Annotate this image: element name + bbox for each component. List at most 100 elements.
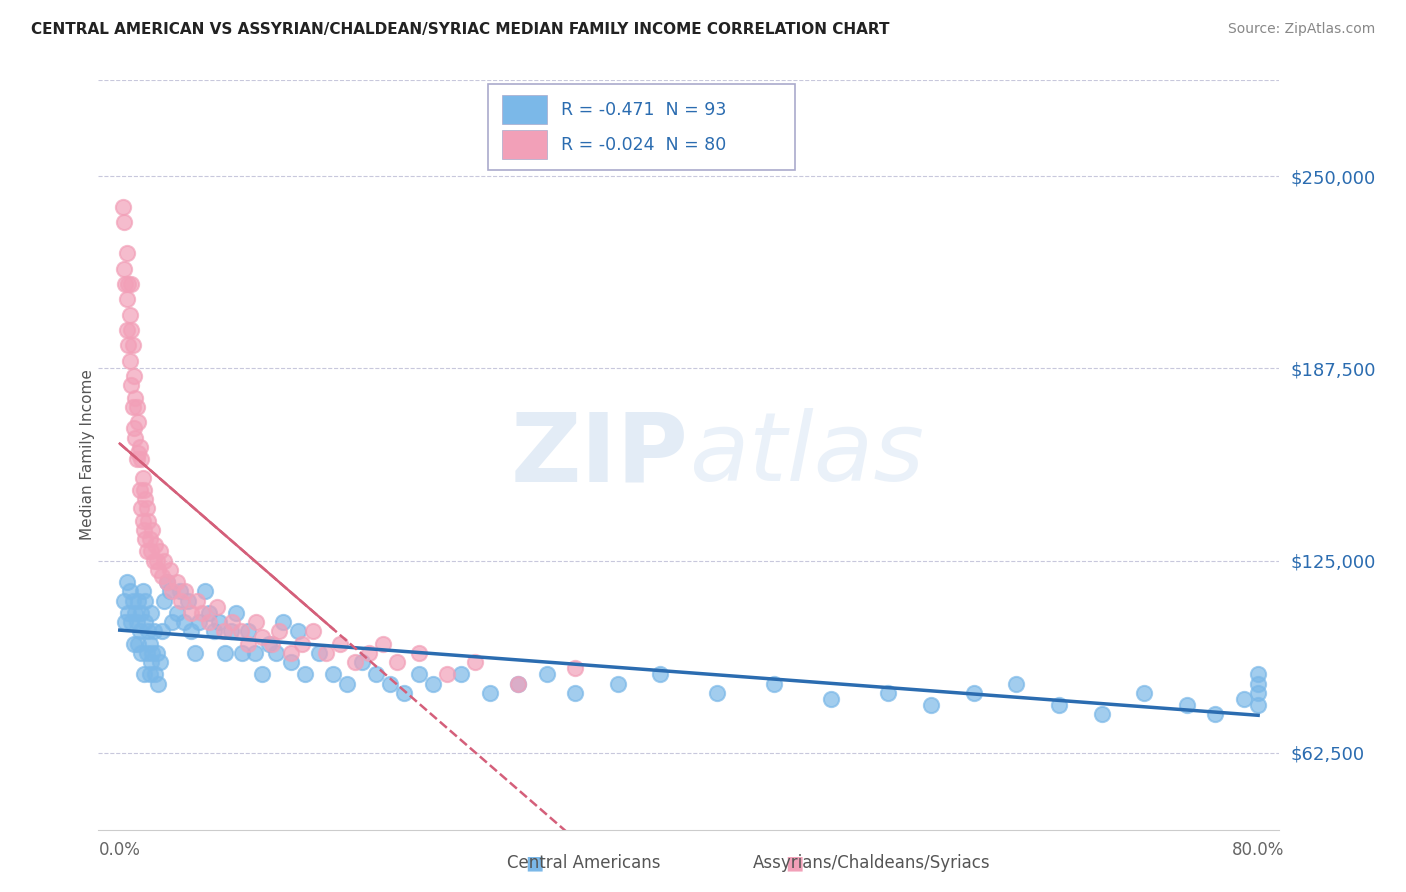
Point xyxy=(143,667,166,681)
Point xyxy=(170,593,193,607)
Point xyxy=(1247,676,1270,690)
Point xyxy=(132,523,155,537)
Point xyxy=(127,593,149,607)
Text: ZIP: ZIP xyxy=(510,409,689,501)
Point xyxy=(152,569,174,583)
Point xyxy=(202,624,225,639)
Point xyxy=(139,544,162,558)
Point xyxy=(564,661,586,675)
Point xyxy=(378,676,401,690)
Point xyxy=(129,501,152,516)
Point xyxy=(139,606,162,620)
Point xyxy=(180,624,202,639)
Point xyxy=(125,615,148,629)
Point xyxy=(143,538,166,552)
Point xyxy=(508,676,530,690)
Point xyxy=(1133,686,1156,700)
Point xyxy=(763,676,786,690)
Point xyxy=(208,615,231,629)
Point xyxy=(120,615,142,629)
Point xyxy=(124,431,146,445)
Point xyxy=(166,575,188,590)
Point xyxy=(243,646,266,660)
Point xyxy=(128,483,150,497)
Point xyxy=(153,593,176,607)
Point xyxy=(129,646,152,660)
Point xyxy=(1247,686,1270,700)
Point xyxy=(118,584,141,599)
Point xyxy=(145,646,167,660)
Point xyxy=(118,353,141,368)
Point xyxy=(138,637,160,651)
Point xyxy=(336,676,359,690)
Point xyxy=(136,624,159,639)
Point xyxy=(450,667,472,681)
Point xyxy=(287,624,309,639)
Point xyxy=(236,624,259,639)
Point xyxy=(280,646,302,660)
Point xyxy=(112,593,135,607)
Point xyxy=(214,646,236,660)
Point xyxy=(162,584,184,599)
Point xyxy=(166,606,188,620)
Point xyxy=(128,440,150,454)
Point xyxy=(257,637,280,651)
Point xyxy=(115,246,138,260)
Point xyxy=(122,421,145,435)
Point xyxy=(198,615,221,629)
Point xyxy=(149,655,172,669)
Point xyxy=(138,667,160,681)
Point xyxy=(387,655,409,669)
Point xyxy=(173,615,195,629)
Point xyxy=(159,563,181,577)
Point xyxy=(134,615,156,629)
Point xyxy=(121,593,143,607)
Point xyxy=(129,452,152,467)
Point xyxy=(135,501,157,516)
Point xyxy=(315,646,337,660)
Point xyxy=(536,667,558,681)
Point xyxy=(1233,692,1256,706)
Point xyxy=(141,646,163,660)
Point xyxy=(134,532,156,546)
Point xyxy=(141,523,163,537)
Point xyxy=(464,655,486,669)
Point xyxy=(112,261,135,276)
Point xyxy=(131,514,153,528)
Text: R = -0.024  N = 80: R = -0.024 N = 80 xyxy=(561,136,727,153)
Point xyxy=(508,676,530,690)
Point xyxy=(115,323,138,337)
Point xyxy=(364,667,387,681)
Point xyxy=(877,686,900,700)
Point xyxy=(112,215,135,229)
Point xyxy=(132,483,155,497)
Point xyxy=(184,646,207,660)
Point xyxy=(408,646,430,660)
Point xyxy=(118,308,141,322)
Point xyxy=(231,646,253,660)
Point xyxy=(125,452,148,467)
Point xyxy=(135,544,157,558)
Point xyxy=(114,615,136,629)
Point xyxy=(1204,707,1226,722)
Point xyxy=(322,667,344,681)
Point xyxy=(121,338,143,352)
Point xyxy=(136,514,159,528)
Point xyxy=(120,378,142,392)
Point xyxy=(422,676,444,690)
Point xyxy=(149,544,172,558)
Point xyxy=(350,655,373,669)
Point xyxy=(245,615,267,629)
Point xyxy=(188,615,211,629)
Point xyxy=(186,593,208,607)
Point xyxy=(962,686,984,700)
Point xyxy=(117,338,139,352)
Point xyxy=(117,277,139,291)
Point xyxy=(127,637,149,651)
Point xyxy=(180,606,202,620)
Point xyxy=(124,391,146,405)
Point xyxy=(122,369,145,384)
Text: ■: ■ xyxy=(785,854,804,872)
Point xyxy=(260,637,283,651)
Point xyxy=(145,553,167,567)
